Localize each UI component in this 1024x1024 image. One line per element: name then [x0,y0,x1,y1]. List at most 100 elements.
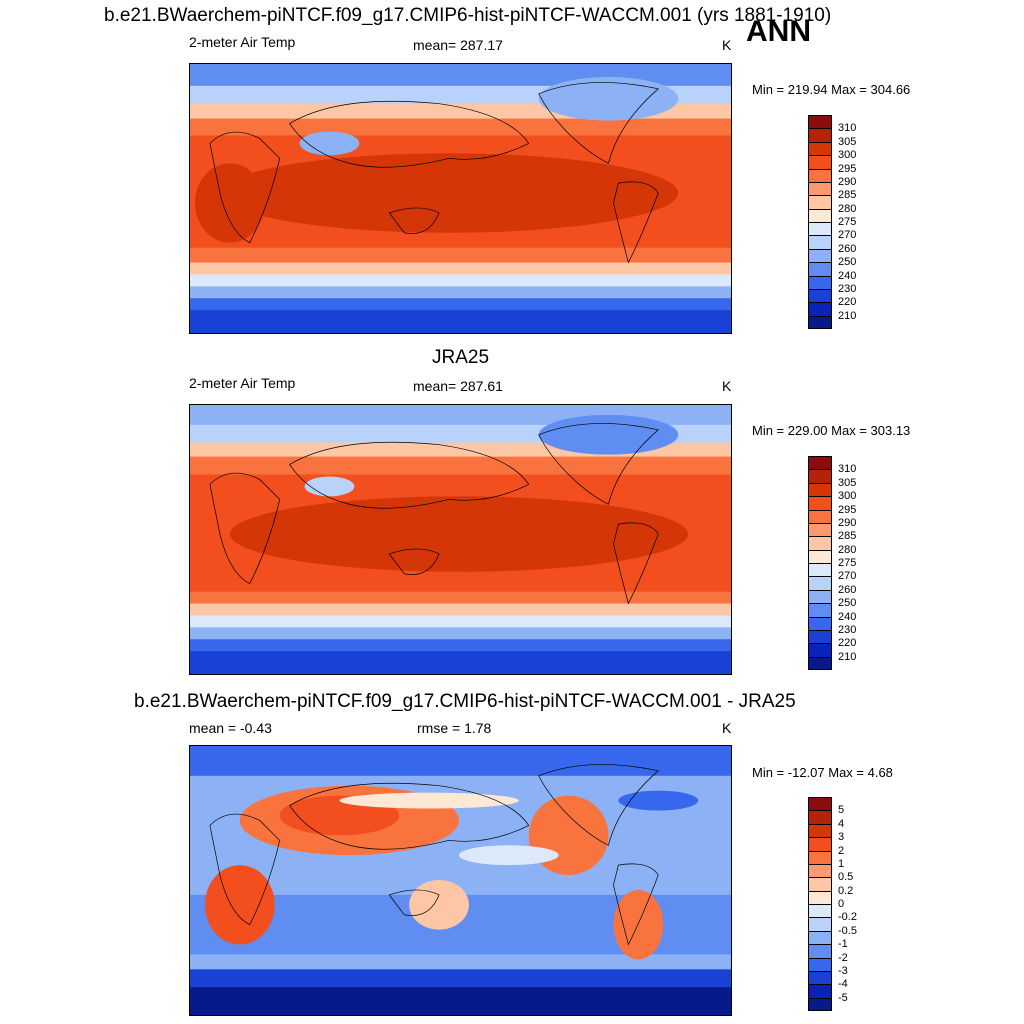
colorbar-swatch [808,970,832,985]
colorbar-tick-label: 210 [838,650,857,663]
colorbar-swatch [808,522,832,537]
colorbar-swatch [808,536,832,550]
colorbar-swatch [808,997,832,1011]
panel-1-map [189,63,732,334]
colorbar-swatch [808,288,832,303]
colorbar-swatch [808,984,832,998]
colorbar-tick-label: 295 [838,162,857,175]
panel-1-map-svg [190,64,731,333]
colorbar-tick-label: 0 [838,898,845,910]
colorbar-tick-label: 1 [838,857,845,870]
colorbar-tick-label: 305 [838,476,857,489]
colorbar-tick-label: 310 [838,122,857,135]
panel-1-colorbar: 310 305 300 295 290 285 280 275 270 260 250 240 230 2… [808,115,856,329]
panel-3-minmax: Min = -12.07 Max = 4.68 [752,765,893,780]
colorbar-swatch [808,302,832,316]
panel-3-unit-label: K [722,720,732,736]
colorbar-swatch [808,115,832,129]
colorbar-tick-label: 4 [838,817,845,830]
colorbar-tick-label: 230 [838,282,857,295]
colorbar-tick-label: 260 [838,583,857,596]
panel-2-map [189,404,732,675]
colorbar-tick-label: -2 [838,951,848,964]
colorbar-swatch [808,222,832,236]
colorbar-tick-label: 250 [838,256,857,269]
colorbar-swatch [808,917,832,931]
colorbar-swatch [808,810,832,824]
colorbar-tick-label: 280 [838,202,857,215]
colorbar-swatch [808,863,832,878]
colorbar-tick-label: 0.5 [838,871,854,884]
colorbar-swatch [808,456,832,470]
colorbar-swatch [808,248,832,263]
colorbar-swatch [808,181,832,196]
colorbar-tick-label: 260 [838,242,857,255]
colorbar-swatch [808,155,832,169]
colorbar-tick-label: 295 [838,503,857,516]
colorbar-swatch [808,262,832,276]
colorbar-tick-label: 2 [838,844,845,857]
colorbar-tick-label: 300 [838,490,857,503]
colorbar-swatch [808,904,832,918]
colorbar-swatch [808,877,832,891]
colorbar-tick-label: 220 [838,296,857,309]
panel-1-mean-label: mean= 287.17 [413,37,503,53]
colorbar-tick-label: 250 [838,597,857,610]
colorbar-swatch [808,890,832,904]
panel-2-title: JRA25 [432,347,490,368]
colorbar-tick-label: 5 [838,804,845,817]
panel-2-unit-label: K [722,378,732,394]
colorbar-swatch [808,549,832,563]
colorbar-swatch [808,141,832,156]
colorbar-swatch [808,168,832,182]
colorbar-tick-label: 210 [838,309,857,322]
colorbar-swatch [808,469,832,483]
season-label: ANN [746,15,811,48]
colorbar-swatch [808,195,832,209]
colorbar-swatch [808,563,832,577]
colorbar-tick-label: 280 [838,543,857,556]
colorbar-tick-label: 290 [838,516,857,529]
colorbar-swatch [808,850,832,864]
colorbar-swatch [808,603,832,617]
colorbar-tick-label: -0.2 [838,911,857,924]
colorbar-tick-label: -1 [838,938,848,951]
colorbar-swatch [808,509,832,523]
colorbar-tick-label: 285 [838,530,857,543]
colorbar-tick-label: 275 [838,216,857,228]
colorbar-tick-label: 290 [838,175,857,188]
panel-3-colorbar: 5 4 3 2 1 0.5 0.2 0 -0.2 -0.5 -1 -2 -3 -4 -5 [808,797,857,1011]
colorbar-swatch [808,643,832,657]
colorbar-swatch [808,797,832,811]
panel-2-variable-label: 2-meter Air Temp [189,375,296,391]
colorbar-swatch [808,589,832,604]
colorbar-tick-label: 310 [838,463,857,476]
panel-2-colorbar: 310 305 300 295 290 285 280 275 270 260 250 240 230 2… [808,456,856,670]
colorbar-swatch [808,576,832,590]
panel-3-title: b.e21.BWaerchem-piNTCF.f09_g17.CMIP6-his… [134,691,796,712]
colorbar-swatch [808,823,832,838]
colorbar-swatch [808,235,832,249]
colorbar-swatch [808,482,832,497]
colorbar-tick-label: -3 [838,964,848,977]
colorbar-swatch [808,930,832,945]
colorbar-swatch [808,944,832,958]
colorbar-swatch [808,208,832,222]
colorbar-tick-label: 240 [838,610,857,623]
colorbar-tick-label: 305 [838,135,857,148]
panel-3-map [189,745,732,1016]
colorbar-tick-label: 0.2 [838,884,854,897]
panel-3-map-svg [190,746,731,1015]
panel-1-unit-label: K [722,37,732,53]
colorbar-swatch [808,837,832,851]
colorbar-tick-label: 275 [838,557,857,569]
panel-3-mean-label: mean = -0.43 [189,720,272,736]
panel-1-title: b.e21.BWaerchem-piNTCF.f09_g17.CMIP6-his… [104,5,832,26]
panel-2-minmax: Min = 229.00 Max = 303.13 [752,423,911,438]
colorbar-tick-label: -4 [838,978,848,991]
colorbar-swatch [808,496,832,510]
colorbar-tick-label: 270 [838,570,857,583]
colorbar-swatch [808,315,832,329]
colorbar-swatch [808,275,832,289]
colorbar-swatch [808,629,832,644]
